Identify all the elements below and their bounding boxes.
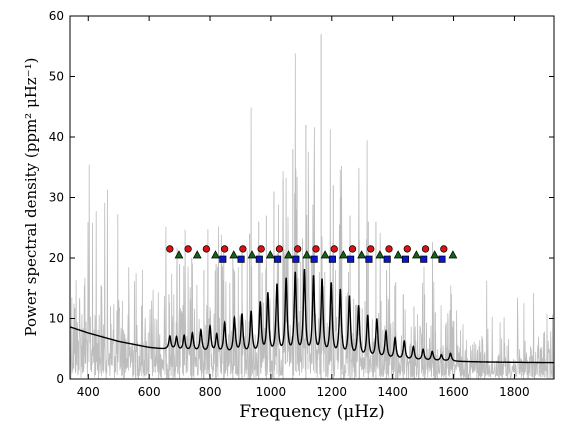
mode-marker-circle — [275, 245, 284, 253]
mode-marker-triangle — [338, 250, 348, 259]
x-tick-label: 400 — [77, 385, 100, 399]
mode-marker-square — [274, 255, 282, 263]
fitted-model-line — [70, 268, 554, 364]
mode-marker-triangle — [375, 250, 385, 259]
mode-marker-circle — [166, 245, 174, 253]
mode-marker-square — [383, 255, 391, 263]
mode-marker-square — [401, 255, 410, 263]
mode-marker-triangle — [174, 250, 184, 259]
mode-marker-layer — [166, 245, 458, 263]
mode-marker-circle — [348, 245, 357, 253]
mode-marker-triangle — [192, 250, 202, 259]
mode-marker-circle — [312, 245, 320, 253]
mode-marker-circle — [385, 245, 393, 253]
x-tick-label: 800 — [199, 385, 222, 399]
x-tick-label: 1200 — [317, 385, 348, 399]
mode-marker-triangle — [320, 250, 330, 259]
mode-marker-square — [292, 255, 300, 263]
y-tick-label: 50 — [49, 70, 64, 84]
y-tick-label: 10 — [49, 312, 64, 326]
mode-marker-triangle — [357, 250, 367, 259]
y-axis-label: Power spectral density (ppm² μHz⁻¹) — [22, 58, 40, 337]
mode-marker-circle — [220, 245, 229, 253]
mode-marker-triangle — [302, 250, 312, 259]
mode-marker-square — [420, 255, 428, 263]
mode-marker-circle — [184, 245, 192, 253]
y-tick-label: 20 — [49, 251, 64, 265]
mode-marker-circle — [257, 245, 265, 253]
x-tick-label: 600 — [138, 385, 161, 399]
mode-marker-triangle — [430, 250, 440, 259]
mode-marker-triangle — [265, 250, 275, 259]
mode-marker-circle — [367, 245, 375, 253]
y-tick-label: 0 — [56, 372, 64, 386]
x-tick-label: 1000 — [256, 385, 287, 399]
mode-marker-square — [237, 255, 245, 263]
mode-marker-circle — [239, 245, 247, 253]
x-tick-label: 1600 — [438, 385, 469, 399]
mode-marker-triangle — [284, 250, 293, 259]
mode-marker-circle — [330, 245, 338, 253]
y-tick-label: 60 — [49, 9, 64, 23]
x-axis-label: Frequency (μHz) — [239, 402, 384, 422]
fit-layer — [70, 268, 554, 364]
x-tick-label: 1400 — [377, 385, 408, 399]
mode-marker-triangle — [393, 250, 403, 259]
y-tick-label: 40 — [49, 130, 64, 144]
mode-marker-square — [255, 255, 263, 263]
mode-marker-square — [310, 255, 318, 263]
mode-marker-circle — [403, 245, 411, 253]
mode-marker-triangle — [229, 250, 239, 259]
mode-marker-square — [347, 255, 355, 263]
mode-marker-square — [365, 255, 373, 263]
mode-marker-triangle — [412, 250, 421, 259]
y-tick-label: 30 — [49, 191, 64, 205]
mode-marker-square — [328, 255, 336, 263]
mode-marker-circle — [202, 245, 211, 253]
mode-marker-triangle — [448, 250, 458, 259]
mode-marker-square — [219, 255, 227, 263]
mode-marker-circle — [440, 245, 448, 253]
mode-marker-triangle — [247, 250, 257, 259]
mode-marker-triangle — [211, 250, 220, 259]
x-tick-label: 1800 — [499, 385, 530, 399]
tick-layer: 400 600 800 1000 1200 1400 1600 1800 0 10 20 30 40 50… — [49, 9, 554, 399]
mode-marker-square — [438, 255, 446, 263]
mode-marker-circle — [294, 245, 302, 253]
mode-marker-circle — [421, 245, 430, 253]
